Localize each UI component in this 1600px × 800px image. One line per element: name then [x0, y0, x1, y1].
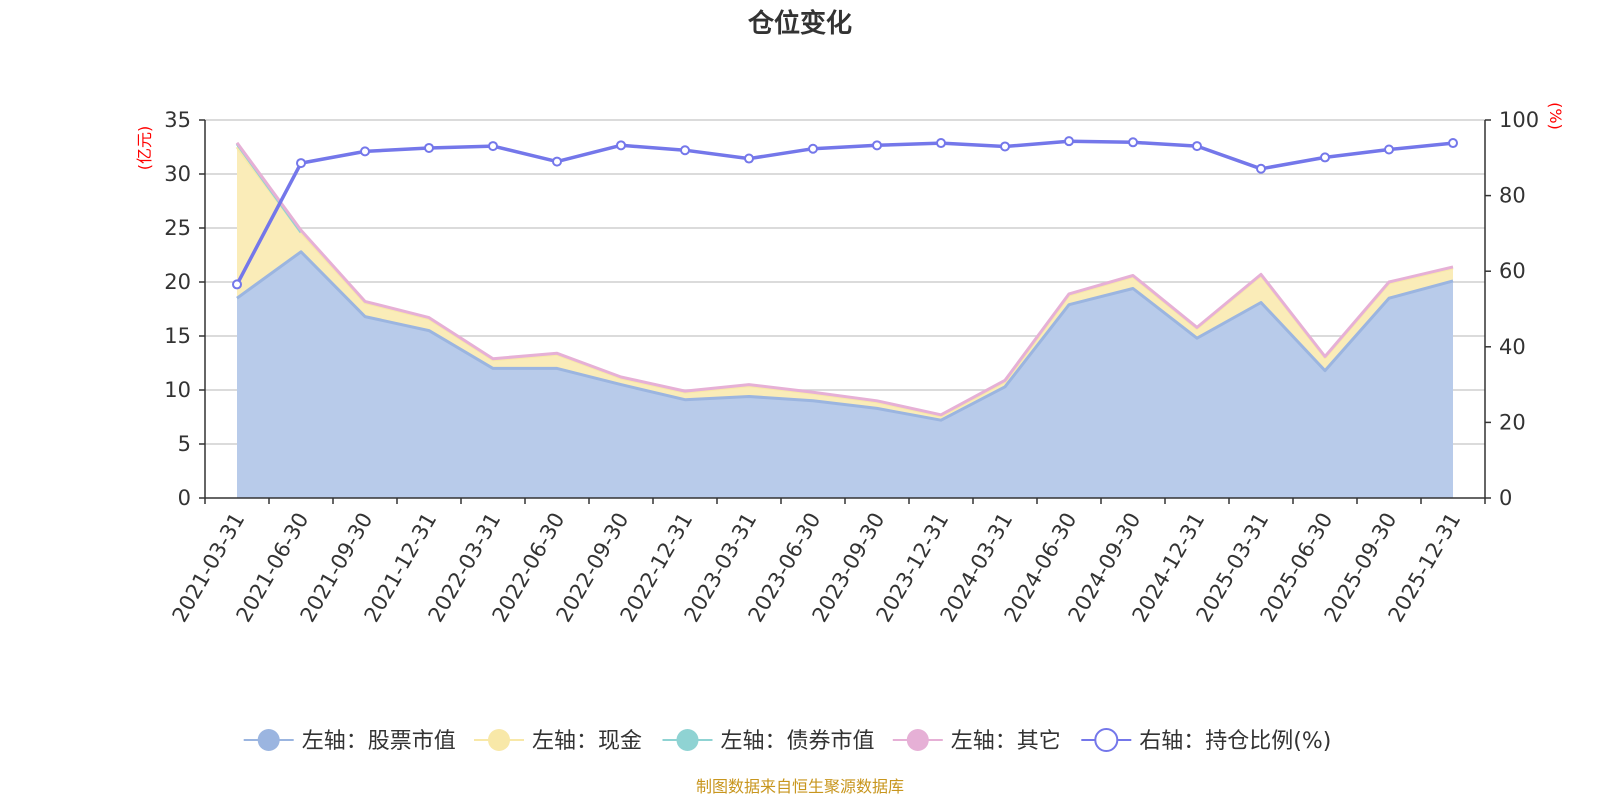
- legend-item-1[interactable]: 左轴：股票市值: [243, 729, 456, 754]
- legend-dot-icon: [906, 729, 929, 751]
- left-tick-label-7: 35: [164, 108, 191, 132]
- ratio-point-2021-12-31: [424, 142, 434, 153]
- ratio-points: [232, 136, 1458, 290]
- legend-ring-icon: [1094, 728, 1119, 752]
- legend-item-3[interactable]: 左轴：债券市值: [662, 729, 875, 754]
- left-tick-label-1: 5: [178, 432, 191, 456]
- left-tick-label-3: 15: [164, 324, 191, 348]
- ratio-point-2022-03-31: [488, 141, 498, 152]
- legend-dot-icon: [257, 729, 280, 751]
- ratio-point-2025-12-31: [1448, 138, 1458, 149]
- legend-item-4[interactable]: 左轴：其它: [892, 729, 1061, 754]
- right-tick-label-3: 60: [1499, 259, 1526, 283]
- legend-label: 左轴：债券市值: [721, 729, 875, 754]
- ratio-point-2024-03-31: [1000, 141, 1010, 152]
- area-line-1: [236, 250, 1454, 422]
- ratio-point-2021-03-31: [232, 279, 242, 290]
- legend-dot-icon: [488, 729, 510, 751]
- legend-label: 左轴：现金: [532, 729, 642, 754]
- ratio-line: [235, 139, 1454, 286]
- left-axis-unit: (亿元): [135, 126, 154, 171]
- ratio-point-2023-12-31: [936, 138, 946, 149]
- right-tick-label-0: 0: [1499, 486, 1512, 510]
- ratio-point-2024-12-31: [1192, 141, 1202, 152]
- right-tick-label-5: 100: [1499, 108, 1539, 132]
- legend: 左轴：股票市值 左轴：现金 左轴：债券市值 左轴：其它 右轴：持仓比例(%): [243, 728, 1331, 754]
- right-tick-label-4: 80: [1499, 184, 1526, 208]
- chart-title: 仓位变化: [747, 8, 852, 39]
- ratio-point-2024-06-30: [1064, 136, 1074, 147]
- left-tick-label-2: 10: [164, 378, 191, 402]
- left-tick-label-4: 20: [164, 270, 191, 294]
- ratio-point-2022-06-30: [552, 156, 562, 167]
- ratio-point-2024-09-30: [1128, 137, 1138, 148]
- ratio-point-2025-09-30: [1384, 144, 1394, 155]
- series-lines: [235, 139, 1454, 422]
- ratio-point-2025-03-31: [1256, 163, 1266, 174]
- area-series: [237, 142, 1453, 498]
- ratio-point-2021-06-30: [296, 158, 306, 169]
- left-tick-label-5: 25: [164, 216, 191, 240]
- area-1: [237, 251, 1453, 498]
- ratio-point-2022-09-30: [616, 140, 626, 151]
- right-tick-label-2: 40: [1499, 335, 1526, 359]
- legend-label: 右轴：持仓比例(%): [1139, 729, 1331, 754]
- legend-label: 左轴：股票市值: [302, 729, 456, 754]
- ratio-point-2023-03-31: [744, 153, 754, 164]
- legend-dot-icon: [676, 729, 699, 751]
- ratio-point-2025-06-30: [1320, 152, 1330, 163]
- right-axis-unit: (%): [1546, 102, 1565, 130]
- right-tick-label-1: 20: [1499, 410, 1526, 434]
- ratio-point-2022-12-31: [680, 145, 690, 156]
- legend-item-2[interactable]: 左轴：现金: [474, 729, 642, 754]
- ratio-point-2023-06-30: [808, 143, 818, 154]
- left-tick-label-6: 30: [164, 162, 191, 186]
- ratio-point-2023-09-30: [872, 140, 882, 151]
- legend-label: 左轴：其它: [951, 729, 1061, 754]
- area-line-4: [235, 141, 1454, 417]
- data-source-note: 制图数据来自恒生聚源数据库: [696, 777, 904, 796]
- legend-item-5[interactable]: 右轴：持仓比例(%): [1081, 728, 1331, 754]
- ratio-point-2021-09-30: [360, 146, 370, 157]
- left-tick-label-0: 0: [178, 486, 191, 510]
